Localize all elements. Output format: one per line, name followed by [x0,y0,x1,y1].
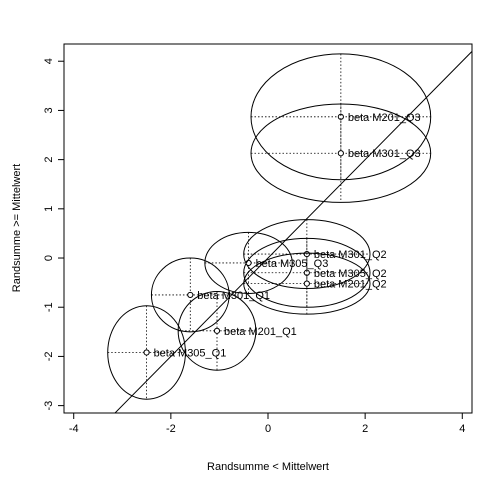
y-axis: -3 -2 -1 0 1 2 3 4 [43,58,65,411]
point-label: beta M301_Q2 [314,249,387,261]
data-point [187,291,194,299]
plot-frame [63,43,473,414]
data-point [213,327,221,334]
y-tick-label: 3 [43,107,55,113]
x-axis: -4 -2 0 2 4 [69,412,465,435]
x-axis-label: Randsumme < Mittelwert [207,461,329,473]
data-point [337,150,344,157]
point-label: beta M201_Q1 [224,326,297,338]
x-tick-label: 0 [265,423,271,435]
data-point [143,349,150,356]
point-label: beta M305_Q1 [154,347,227,359]
y-tick-label: -1 [43,302,55,312]
y-tick-label: 4 [43,58,55,64]
y-tick-label: 1 [43,206,55,212]
y-tick-label: -2 [43,352,55,362]
point-label: beta M201_Q2 [314,279,387,291]
data-point [303,280,310,287]
point-label: beta M201_Q3 [348,112,421,124]
x-tick-label: -2 [166,423,176,435]
point-label: beta M301_Q3 [348,148,421,160]
x-tick-label: 2 [362,423,368,435]
x-tick-label: 4 [459,423,465,435]
point-label: beta M305_Q3 [256,258,329,270]
y-tick-label: 2 [43,157,55,163]
y-axis-label: Randsumme >= Mittelwert [11,164,23,292]
y-tick-label: -3 [43,401,55,411]
x-tick-label: -4 [69,423,79,435]
y-tick-label: 0 [43,255,55,261]
point-label: beta M301_Q1 [197,290,270,302]
